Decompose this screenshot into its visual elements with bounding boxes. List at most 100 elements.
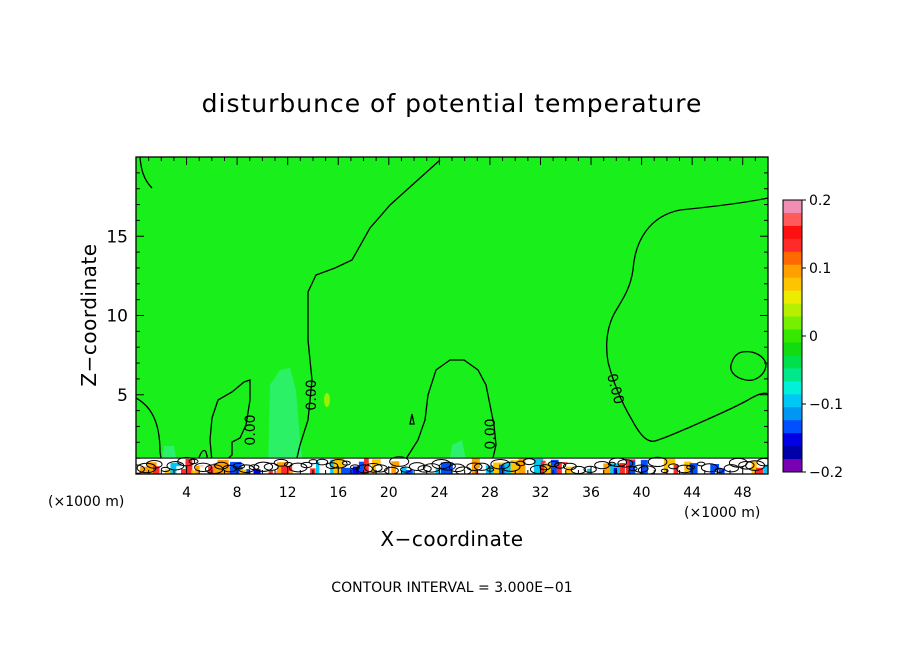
surface-noise-contour (316, 458, 329, 466)
surface-noise-cell (288, 470, 293, 474)
y-axis-label: Z−coordinate (77, 243, 101, 386)
surface-noise-cell (140, 466, 150, 474)
surface-noise-cell (596, 466, 607, 474)
contour-label: 0.00 (243, 414, 259, 445)
surface-noise-contour (355, 464, 373, 474)
surface-noise-cell (724, 470, 729, 474)
colorbar: 0.2 0.1 0 −0.1 −0.2 (782, 193, 843, 481)
colorbar-segment (783, 225, 802, 240)
contour-line (295, 159, 441, 463)
colorbar-segment (783, 251, 802, 266)
surface-noise-contour (547, 460, 560, 468)
surface-noise-contour (466, 462, 483, 472)
surface-noise-cell (640, 459, 652, 474)
surface-noise-cell (465, 467, 471, 474)
surface-noise-cell (751, 460, 757, 474)
colorbar-segment (783, 290, 802, 305)
surface-noise-contour (238, 464, 255, 474)
colorbar-segment (783, 381, 802, 395)
surface-noise-cell (603, 463, 615, 474)
surface-noise-contour (501, 461, 521, 472)
surface-noise-cell (619, 463, 625, 474)
surface-noise-contour (263, 462, 279, 471)
colorbar-segment (783, 355, 802, 369)
surface-noise-contour (617, 459, 634, 468)
surface-noise-contour (738, 460, 755, 470)
surface-noise-contour (364, 463, 383, 473)
surface-noise-contour (341, 460, 351, 466)
surface-noise-contour (300, 461, 313, 469)
colorbar-segment (783, 316, 802, 331)
colorbar-tick-label: 0 (809, 329, 818, 345)
surface-noise-cell (358, 461, 369, 474)
colorbar-segment (783, 329, 802, 343)
y-tick-label: 5 (117, 386, 128, 406)
surface-noise-cell (471, 458, 480, 474)
surface-noise-cell (459, 468, 468, 474)
x-tick-label: 36 (582, 485, 600, 501)
surface-noise-contour (146, 459, 163, 469)
contour-label: 0.00 (304, 379, 320, 410)
y-tick-label: 15 (106, 227, 128, 247)
surface-noise-cell (136, 467, 140, 474)
surface-noise-contour (248, 464, 260, 471)
surface-noise-contour (325, 462, 339, 470)
x-tick-label: 40 (633, 485, 651, 501)
surface-noise-cell (333, 458, 345, 474)
surface-noise-cell (478, 467, 485, 474)
surface-noise-cell (533, 458, 544, 474)
surface-noise-contour (490, 458, 511, 470)
surface-noise-contour (384, 466, 399, 474)
surface-noise-cell (668, 464, 673, 474)
colorbar-segment (783, 407, 802, 421)
surface-noise-cell (572, 467, 584, 474)
surface-noise-cell (401, 467, 407, 474)
surface-noise-contour (188, 458, 199, 465)
surface-noise-cell (217, 459, 229, 474)
surface-noise-cell (159, 462, 169, 474)
surface-noise-cell (234, 466, 243, 474)
x-tick-label: 28 (481, 485, 499, 501)
x-unit-right: (×1000 m) (684, 505, 760, 521)
x-tick-label: 16 (329, 485, 347, 501)
surface-noise-cell (412, 459, 424, 474)
surface-noise-cell (405, 470, 415, 474)
contour-lines (136, 157, 768, 467)
colorbar-tick-label: −0.2 (809, 465, 843, 481)
surface-noise-contour (539, 464, 551, 471)
colorbar-tick-label: −0.1 (809, 397, 843, 413)
surface-noise-cell (635, 459, 646, 474)
surface-noise-contour (628, 466, 638, 472)
surface-noise-contour (633, 464, 649, 473)
plot-area: 0.00 0.00 0.00 0.00 4 8 12 16 20 24 28 32 36 40 44… (106, 156, 769, 501)
surface-noise-cell (213, 463, 220, 474)
contour-line (730, 350, 767, 381)
colorbar-segment (783, 433, 802, 447)
surface-noise-band (136, 456, 768, 474)
surface-noise-contour (474, 462, 490, 471)
surface-noise-cell (518, 458, 526, 474)
contour-line (409, 413, 415, 425)
surface-noise-contour (554, 462, 567, 469)
surface-noise-contour (637, 465, 656, 474)
surface-noise-cell (763, 464, 768, 474)
colorbar-tick-label: 0.1 (809, 261, 831, 277)
contour-line (403, 359, 497, 463)
surface-noise-cell (504, 462, 513, 474)
surface-noise-cell (673, 464, 679, 474)
surface-noise-cell (223, 464, 233, 474)
surface-noise-cell (272, 463, 277, 474)
x-tick-label: 44 (683, 485, 701, 501)
colorbar-segment (783, 264, 802, 279)
surface-noise-cell (580, 465, 584, 474)
x-tick-label: 32 (532, 485, 550, 501)
surface-noise-contour (660, 468, 669, 474)
surface-noise-cell (510, 460, 521, 474)
surface-noise-cell (375, 464, 385, 474)
surface-noise-cell (526, 466, 533, 474)
colorbar-segment (783, 459, 802, 473)
x-tick-label: 24 (430, 485, 448, 501)
surface-noise-contour (583, 465, 597, 473)
surface-noise-cell (697, 461, 708, 474)
